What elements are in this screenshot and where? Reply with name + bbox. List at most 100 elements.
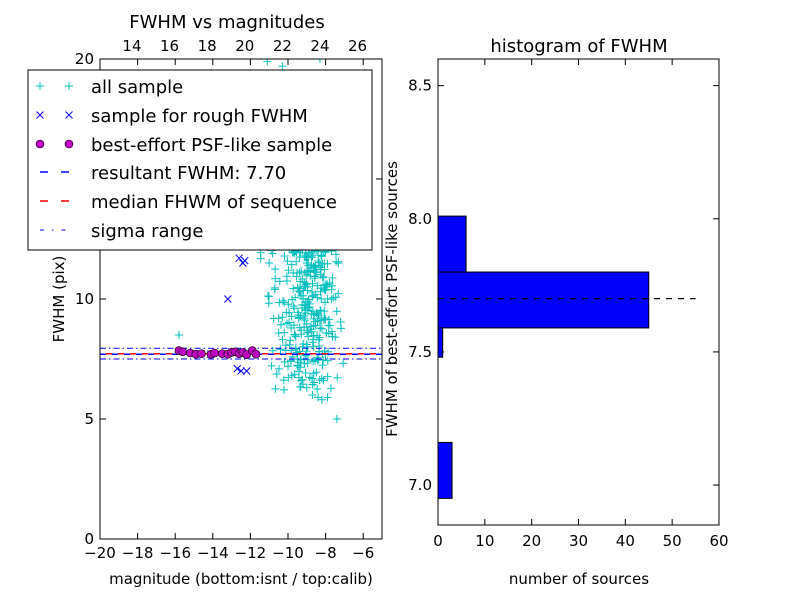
scatter-point-all-sample [271,265,280,274]
scatter-point-all-sample [308,307,317,316]
histogram-ytick-label: 7.0 [408,476,432,494]
scatter-xtick-label: −8 [315,544,337,562]
scatter-point-all-sample [308,391,317,399]
scatter-ytick-label: 5 [84,410,94,428]
legend-marker-all-sample [36,82,44,90]
scatter-point-rough-sample [242,367,251,375]
scatter-point-all-sample [336,317,345,326]
scatter-ticks: −20 −18 −16 −14 −12 −10 −8 −6 14 16 18 20 22 24 26 0 5 10… [75,37,382,562]
scatter-point-all-sample [285,340,294,349]
scatter-point-all-sample [278,335,287,344]
scatter-point-all-sample [323,372,332,381]
scatter-top-xtick-label: 24 [310,37,329,55]
scatter-point-all-sample [285,318,294,327]
legend-label-all-sample: all sample [91,77,183,98]
scatter-point-all-sample [317,374,326,383]
scatter-point-all-sample [325,279,334,288]
scatter-point-all-sample [292,272,301,281]
scatter-point-all-sample [302,340,311,349]
histogram-xlabel: number of sources [509,570,649,588]
scatter-point-all-sample [317,252,326,261]
histogram-ylabel: FWHM of best-effort PSF-like sources [383,161,401,437]
scatter-point-all-sample [302,279,311,288]
scatter-point-all-sample [315,59,324,63]
histogram-plot-area [437,215,696,499]
legend-label-psf-sample: best-effort PSF-like sample [91,135,332,156]
scatter-point-all-sample [302,351,311,360]
histogram-xtick-label: 40 [616,532,635,550]
scatter-point-all-sample [332,415,341,423]
histogram-xtick-label: 10 [475,532,494,550]
scatter-point-psf-sample [210,348,219,358]
scatter-xtick-label: −20 [84,544,116,562]
scatter-top-xtick-label: 16 [160,37,179,55]
histogram-ytick-label: 7.5 [408,343,432,361]
histogram-bar [437,271,650,329]
scatter-point-all-sample [309,331,318,340]
scatter-xtick-label: −12 [235,544,267,562]
scatter-point-rough-sample [237,367,245,375]
scatter-point-all-sample [316,287,325,296]
scatter-xtick-label: −10 [272,544,304,562]
scatter-point-all-sample [285,308,294,317]
scatter-point-all-sample [302,259,311,267]
scatter-point-rough-sample [233,364,242,373]
scatter-top-xtick-label: 26 [348,37,367,55]
scatter-point-rough-sample [223,295,232,303]
scatter-point-all-sample [277,320,286,329]
scatter-point-all-sample [321,286,330,295]
legend-label-sigma-range: sigma range [91,221,203,242]
scatter-point-all-sample [317,324,326,333]
scatter-point-all-sample [296,291,305,300]
scatter-point-all-sample [289,321,298,330]
scatter-point-all-sample [268,346,277,355]
scatter-point-all-sample [295,323,304,332]
scatter-point-all-sample [332,307,341,316]
scatter-point-all-sample [280,328,289,337]
scatter-point-all-sample [287,356,296,365]
legend: all sample sample for rough FWHM best-ef… [27,69,373,251]
scatter-point-all-sample [300,359,309,368]
scatter-point-all-sample [300,278,309,287]
scatter-point-all-sample [310,274,319,283]
scatter-ytick-label: 0 [84,530,94,548]
scatter-point-all-sample [306,271,315,280]
scatter-point-all-sample [290,304,299,313]
scatter-point-all-sample [275,277,284,286]
scatter-point-all-sample [323,356,332,365]
scatter-point-all-sample [323,393,332,402]
scatter-point-all-sample [331,250,340,259]
scatter-point-all-sample [323,294,332,303]
scatter-point-all-sample [317,316,326,325]
histogram-ticks: 0 10 20 30 40 50 60 7.0 7.5 8.0 8.5 [408,59,729,550]
scatter-point-all-sample [267,361,276,370]
scatter-point-all-sample [303,282,312,291]
scatter-point-all-sample [296,312,305,321]
scatter-xtick-label: −6 [352,544,374,562]
scatter-point-all-sample [301,368,310,377]
scatter-point-all-sample [284,362,292,371]
scatter-top-xtick-label: 14 [122,37,141,55]
scatter-ytick-label: 10 [75,290,94,308]
scatter-point-all-sample [323,259,332,268]
scatter-point-all-sample [302,323,311,332]
scatter-point-all-sample [296,363,305,372]
histogram-bar [437,441,453,499]
scatter-point-all-sample [271,384,280,393]
histogram-xtick-label: 20 [522,532,541,550]
scatter-point-all-sample [278,296,287,305]
histogram-ytick-label: 8.5 [408,77,432,95]
scatter-point-all-sample [282,272,291,281]
scatter-point-all-sample [300,316,309,325]
scatter-point-all-sample [318,361,327,370]
scatter-point-all-sample [284,300,293,309]
scatter-point-all-sample [309,369,318,378]
legend-marker-rough-sample [65,111,73,119]
scatter-point-all-sample [316,306,325,315]
scatter-point-all-sample [298,380,307,389]
legend-markers [35,82,74,231]
scatter-point-all-sample [282,319,291,328]
scatter-point-all-sample [264,299,273,308]
scatter-point-all-sample [313,293,322,302]
scatter-point-all-sample [309,321,318,330]
